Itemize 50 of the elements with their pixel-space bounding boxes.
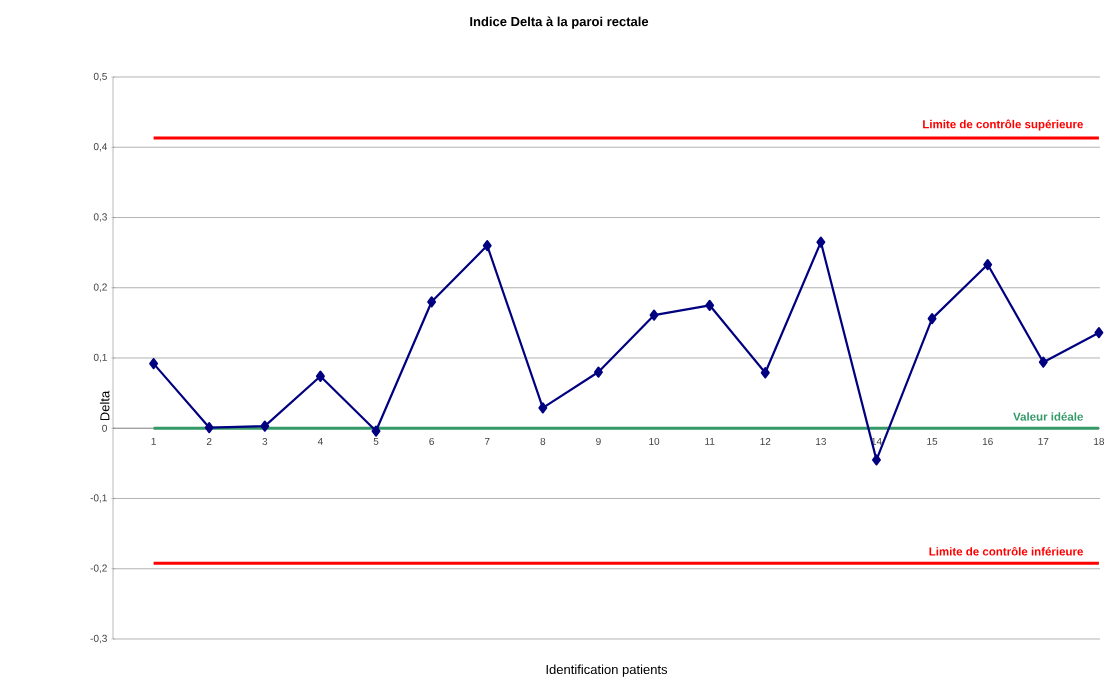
point: [593, 366, 603, 378]
y-tick-label: -0,3: [90, 634, 107, 644]
point: [371, 425, 381, 437]
x-tick-label: 15: [927, 437, 938, 445]
x-tick-label: 10: [649, 437, 660, 445]
y-tick-label: 0,1: [93, 353, 107, 363]
point: [260, 420, 270, 432]
point: [482, 240, 492, 252]
y-tick-label: 0: [102, 424, 107, 432]
x-tick-label: 7: [484, 437, 490, 445]
x-axis-title: Identification patients: [546, 664, 668, 677]
y-tick-label: 0,4: [93, 143, 108, 152]
point: [927, 313, 937, 325]
point: [760, 367, 770, 379]
point: [816, 236, 826, 248]
point: [872, 454, 881, 466]
x-tick-label: 18: [1094, 437, 1105, 445]
y-tick-label: 0,2: [93, 283, 107, 292]
ref-line-label: Limite de contrôle supérieure: [923, 119, 1083, 131]
point: [983, 258, 993, 271]
x-tick-label: 17: [1038, 437, 1049, 445]
x-tick-label: 2: [206, 437, 212, 445]
point: [1038, 356, 1048, 368]
point: [1094, 327, 1104, 339]
y-axis-title: Delta: [99, 390, 110, 421]
y-tick-label: 0,5: [93, 72, 107, 82]
point: [705, 299, 715, 311]
point: [204, 421, 214, 434]
y-tick-label: 0,3: [93, 213, 107, 222]
point: [149, 358, 159, 370]
x-tick-label: 11: [705, 437, 715, 445]
ref-line-label: Limite de contrôle inférieure: [929, 546, 1083, 556]
point: [649, 309, 659, 321]
point: [538, 402, 548, 414]
x-tick-label: 6: [429, 437, 434, 445]
x-tick-label: 5: [373, 437, 379, 445]
x-tick-label: 13: [816, 437, 826, 445]
ref-line-label: Valeur idéale: [1013, 412, 1083, 421]
x-tick-label: 16: [982, 437, 993, 445]
chart-title: Indice Delta à la paroi rectale: [470, 16, 649, 29]
x-tick-label: 3: [262, 437, 268, 445]
x-tick-label: 12: [760, 437, 771, 445]
point: [315, 370, 325, 382]
x-tick-label: 4: [317, 437, 323, 445]
x-tick-label: 9: [596, 437, 601, 445]
x-tick-label: 1: [151, 437, 156, 445]
y-tick-label: -0,2: [90, 564, 107, 573]
x-tick-label: 8: [540, 437, 546, 445]
y-tick-label: -0,1: [90, 494, 107, 503]
point: [427, 296, 437, 308]
